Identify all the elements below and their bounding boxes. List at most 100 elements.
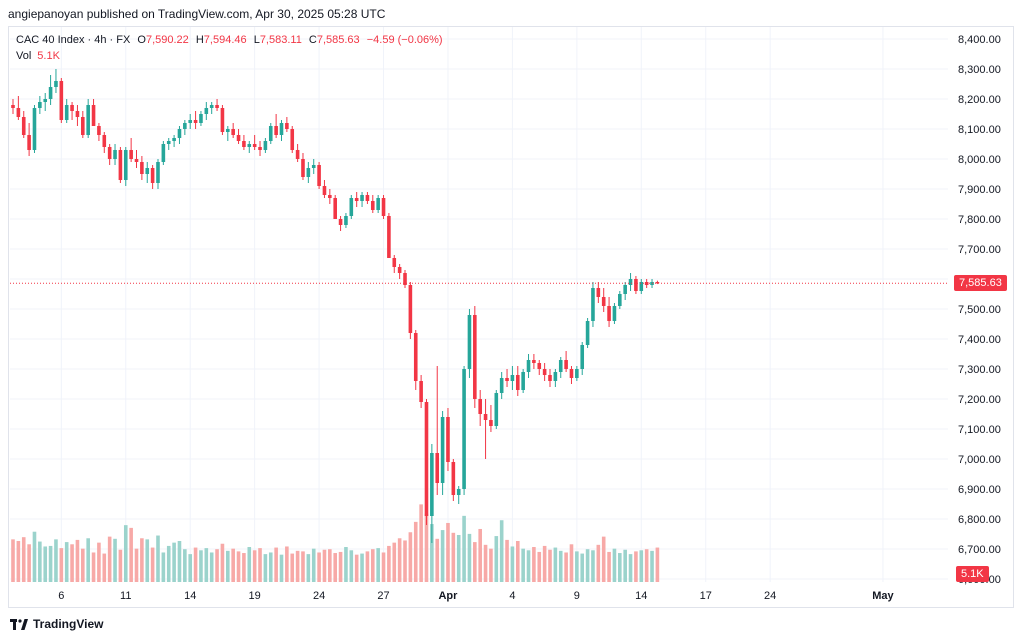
candle-body — [451, 462, 456, 495]
volume-bar — [526, 550, 531, 582]
chart-panel[interactable] — [8, 26, 1014, 608]
volume-bar — [408, 532, 413, 582]
time-tick-label: 19 — [249, 590, 261, 602]
volume-bar — [344, 547, 348, 582]
volume-bar — [634, 551, 638, 582]
candle-body — [140, 162, 144, 174]
candle-body — [188, 120, 193, 123]
volume-bar — [521, 548, 525, 582]
candle-body — [607, 306, 611, 321]
price-tick-label: 7,200.00 — [958, 394, 1001, 406]
price-tick-label: 8,300.00 — [958, 64, 1001, 76]
candle-body — [236, 135, 241, 141]
price-tick-label: 7,500.00 — [958, 304, 1001, 316]
candle-body — [204, 108, 209, 114]
candle-body — [344, 216, 348, 225]
volume-bar — [483, 544, 488, 582]
volume-bar — [118, 549, 123, 582]
open-label: O — [137, 34, 146, 46]
volume-bar — [553, 547, 558, 582]
candle-body — [387, 216, 391, 258]
volume-bar — [91, 552, 96, 582]
candle-body — [97, 126, 101, 135]
tradingview-brand: TradingView — [33, 617, 104, 631]
price-tick-label: 6,700.00 — [958, 544, 1001, 556]
volume-bar — [295, 550, 300, 582]
candle-body — [634, 279, 638, 291]
candle-body — [510, 375, 515, 381]
time-tick-label: 27 — [377, 590, 389, 602]
candle-body — [306, 168, 311, 177]
candle-body — [446, 417, 450, 462]
candle-body — [370, 201, 375, 210]
volume-bar — [623, 549, 627, 582]
candle-body — [360, 195, 364, 201]
price-axis: 6,600.006,700.006,800.006,900.007,000.00… — [958, 34, 1001, 586]
candle-body — [505, 378, 509, 381]
volume-bar — [446, 522, 450, 582]
candle-body — [478, 399, 482, 414]
candle-body — [618, 294, 622, 306]
volume-bar — [489, 548, 493, 582]
volume-bar — [575, 551, 579, 582]
volume-legend: Vol 5.1K — [16, 50, 60, 62]
candle-body — [365, 195, 370, 201]
volume-bar — [204, 548, 209, 582]
time-tick-label: 24 — [764, 590, 776, 602]
candle-body — [328, 195, 332, 198]
candle-body — [102, 135, 107, 147]
candle-body — [113, 150, 117, 159]
tradingview-footer[interactable]: TradingView — [10, 617, 103, 631]
volume-bar — [650, 550, 654, 582]
price-tick-label: 8,400.00 — [958, 34, 1001, 46]
volume-bar — [403, 540, 407, 582]
volume-bar — [591, 550, 595, 582]
candle-body — [537, 363, 542, 369]
volume-bar — [38, 541, 42, 582]
candle-body — [591, 288, 595, 321]
candle-body — [413, 333, 418, 381]
volume-bar — [97, 542, 101, 582]
volume-bar — [601, 536, 606, 582]
candle-body — [349, 198, 354, 216]
volume-bar — [102, 553, 107, 582]
volume-bar — [392, 542, 397, 582]
candle-body — [274, 126, 278, 135]
volume-bar — [150, 547, 155, 582]
volume-bar — [430, 524, 434, 582]
volume-bar — [247, 547, 252, 582]
volume-bar — [440, 530, 445, 582]
price-tick-label: 7,100.00 — [958, 424, 1001, 436]
volume-bar — [473, 542, 477, 582]
time-tick-label: Apr — [438, 590, 458, 602]
volume-bar — [585, 549, 590, 582]
candle-body — [397, 267, 402, 273]
price-tick-label: 7,000.00 — [958, 454, 1001, 466]
time-tick-label: 6 — [58, 590, 64, 602]
volume-bar — [499, 520, 504, 582]
candle-body — [301, 159, 305, 177]
candle-body — [601, 297, 606, 306]
candle-body — [462, 369, 466, 489]
candle-body — [489, 420, 493, 426]
volume-bar — [322, 549, 327, 582]
candle-body — [424, 402, 429, 516]
time-tick-label: 24 — [313, 590, 325, 602]
candle-body — [70, 105, 74, 111]
volume-bar — [279, 554, 284, 582]
candle-body — [435, 453, 440, 483]
volume-bar — [263, 554, 268, 582]
volume-bar — [494, 536, 499, 582]
low-label: L — [253, 34, 260, 46]
volume-bar — [580, 553, 585, 582]
price-tick-label: 7,900.00 — [958, 184, 1001, 196]
candle-body — [655, 282, 660, 284]
time-tick-label: 14 — [184, 590, 196, 602]
candle-body — [231, 129, 235, 135]
candle-body — [11, 105, 15, 108]
candle-body — [553, 372, 558, 381]
volume-bar — [209, 552, 214, 582]
volume-bar — [27, 544, 31, 582]
candle-body — [419, 381, 423, 402]
